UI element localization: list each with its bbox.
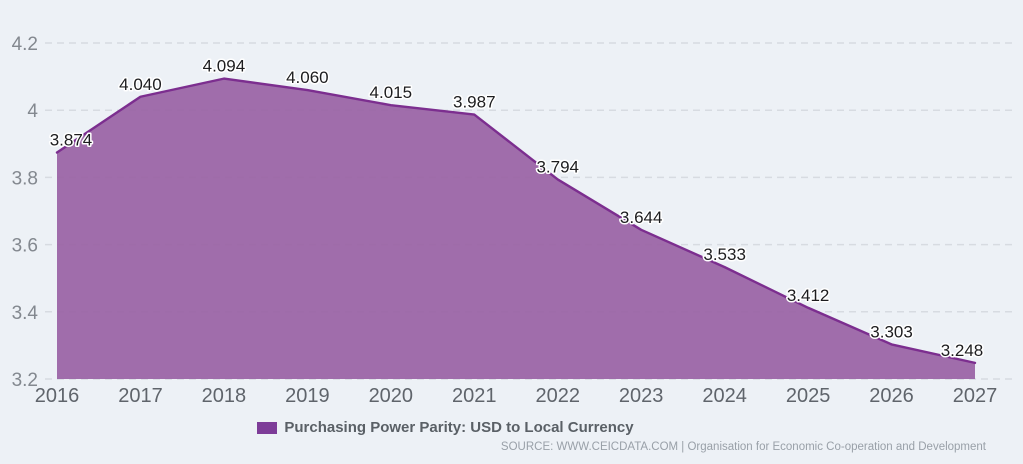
data-point-label: 4.094 xyxy=(203,57,246,76)
data-point-label: 3.644 xyxy=(620,208,663,227)
x-axis-tick-label: 2018 xyxy=(202,385,247,407)
y-axis-tick-label: 3.8 xyxy=(12,168,38,189)
legend[interactable]: Purchasing Power Parity: USD to Local Cu… xyxy=(0,419,957,436)
data-point-label: 3.874 xyxy=(50,131,93,150)
data-point-label: 3.303 xyxy=(870,322,913,341)
data-point-label: 4.015 xyxy=(370,83,413,102)
source-attribution: SOURCE: WWW.CEICDATA.COM | Organisation … xyxy=(500,441,986,453)
legend-label: Purchasing Power Parity: USD to Local Cu… xyxy=(284,419,634,436)
x-axis-tick-label: 2023 xyxy=(619,385,664,407)
y-axis-tick-label: 4 xyxy=(27,101,38,122)
x-axis-tick-label: 2019 xyxy=(285,385,330,407)
x-axis-tick-label: 2022 xyxy=(535,385,580,407)
data-point-label: 4.040 xyxy=(119,75,162,94)
x-axis-tick-label: 2020 xyxy=(369,385,414,407)
area-series-line xyxy=(55,77,977,365)
x-axis-tick-label: 2017 xyxy=(118,385,163,407)
x-axis-tick-label: 2024 xyxy=(702,385,747,407)
y-axis-tick-label: 4.2 xyxy=(12,34,38,55)
x-axis-tick-label: 2021 xyxy=(452,385,497,407)
data-point-label: 3.412 xyxy=(787,286,830,305)
area-series-fill xyxy=(57,78,975,379)
data-point-label: 3.794 xyxy=(536,157,579,176)
x-axis-tick-label: 2025 xyxy=(786,385,831,407)
data-point-label: 3.987 xyxy=(453,93,496,112)
legend-swatch xyxy=(257,421,278,434)
y-axis-tick-label: 3.6 xyxy=(12,236,38,257)
x-axis-tick-label: 2016 xyxy=(35,385,80,407)
x-axis-tick-label: 2026 xyxy=(869,385,914,407)
x-axis-tick-label: 2027 xyxy=(953,385,998,407)
data-point-label: 3.533 xyxy=(703,245,746,264)
data-point-label: 4.060 xyxy=(286,68,329,87)
data-point-label: 3.248 xyxy=(941,341,984,360)
chart-plot-area: 4.2 4 3.8 3.6 3.4 3.2 3.874 4.040 4.094 4.060 4.01… xyxy=(12,34,1014,407)
y-axis-tick-label: 3.4 xyxy=(12,303,39,324)
y-axis-tick-label: 3.2 xyxy=(12,370,38,391)
